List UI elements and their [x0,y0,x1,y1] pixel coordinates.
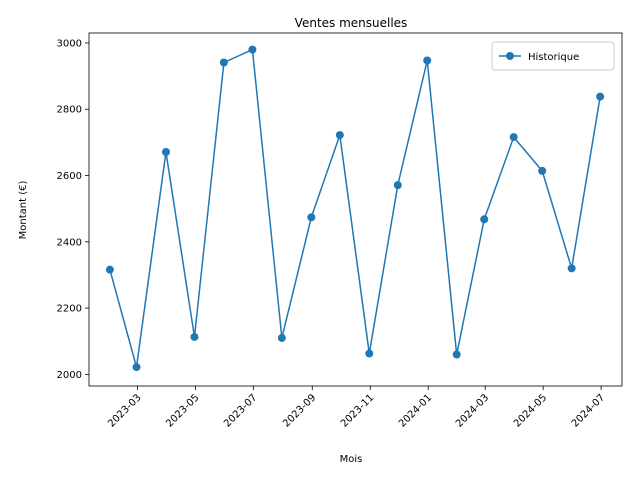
y-axis-label: Montant (€) [18,181,29,240]
data-point [480,215,489,224]
data-point [248,45,257,54]
plot-frame [88,32,623,387]
data-point [335,131,344,140]
data-point [132,363,141,372]
data-point [567,264,576,273]
data-point [452,350,461,359]
data-point [161,147,170,156]
data-point [365,349,374,358]
series-line-historique [109,48,601,368]
y-tick-label: 2400 [57,237,82,248]
data-point [596,92,605,101]
data-point [105,265,114,274]
x-axis-label: Mois [340,454,363,465]
data-point [307,213,316,222]
y-tick-label: 2000 [57,370,82,381]
legend-marker-swatch [506,52,514,60]
y-tick-label: 3000 [57,38,82,49]
data-point [509,133,518,142]
data-point [219,58,228,67]
y-tick-label: 2800 [57,105,82,116]
legend: Historique [491,41,615,71]
data-point [538,166,547,175]
data-point [277,333,286,342]
data-point [423,56,432,65]
data-point [190,332,199,341]
chart-title: Ventes mensuelles [295,16,408,30]
legend-box [491,41,615,71]
y-tick-label: 2200 [57,304,82,315]
y-tick-label: 2600 [57,171,82,182]
data-point [393,181,402,190]
legend-label-historique: Historique [528,52,579,63]
